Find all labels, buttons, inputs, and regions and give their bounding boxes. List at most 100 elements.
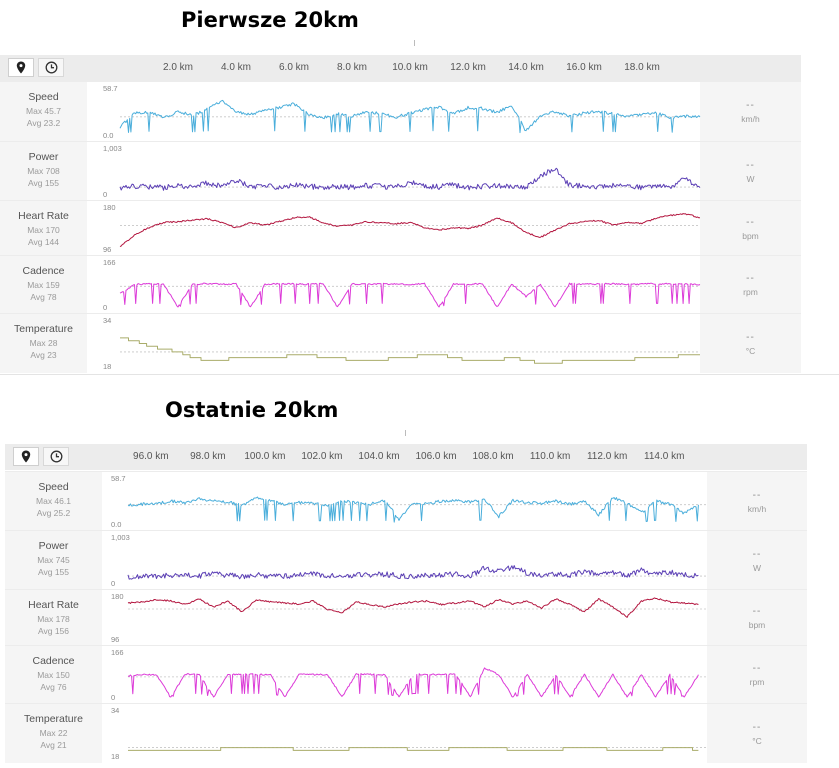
metric-label-panel: Heart Rate Max 178 Avg 156 [5,590,102,646]
workout-chart-panel: 96.0 km 98.0 km 100.0 km 102.0 km 104.0 km 10… [5,444,807,763]
metric-current-value: -- [746,159,755,171]
metric-current-value: -- [746,331,755,343]
metric-current-panel: -- bpm [700,201,801,256]
metric-plot[interactable] [127,472,707,531]
y-axis-min-label: 0 [111,579,116,588]
y-axis-min-label: 0 [103,303,108,312]
metric-plot[interactable] [119,256,701,314]
metric-plot[interactable] [128,704,707,763]
y-axis-min-label: 0.0 [103,131,114,140]
y-axis-max-label: 180 [103,203,116,212]
metric-max: Max 178 [37,614,70,624]
x-axis-tick-label: 14.0 km [508,62,544,73]
metric-label-panel: Power Max 745 Avg 155 [5,531,102,590]
chart-toolbar: 96.0 km 98.0 km 100.0 km 102.0 km 104.0 km 10… [5,444,807,470]
series-line-temperature [128,747,699,751]
workout-chart-panel: 2.0 km 4.0 km 6.0 km 8.0 km 10.0 km 12.0 km 14… [0,55,801,373]
x-axis-tick-label: 114.0 km [644,451,685,462]
metric-label-panel: Speed Max 46.1 Avg 25.2 [5,472,102,531]
metric-current-value: -- [752,489,762,501]
metric-plot[interactable] [119,201,700,256]
metric-current-panel: -- km/h [707,472,807,531]
metric-unit: °C [745,345,756,356]
metric-name: Speed [38,481,69,493]
metric-avg: Avg 76 [40,682,67,692]
time-mode-button[interactable] [38,58,64,77]
metric-plot[interactable] [120,314,700,373]
x-axis-tick-label: 102.0 km [301,451,343,462]
y-axis-max-label: 34 [103,316,112,325]
metric-plot[interactable] [127,646,707,704]
x-axis-tick-label: 4.0 km [220,62,252,73]
y-axis-min-label: 96 [103,245,112,254]
metric-current-panel: -- W [700,142,801,201]
metric-label-panel: Temperature Max 22 Avg 21 [5,704,102,763]
series-line-cadence [127,667,699,698]
metric-max: Max 708 [27,166,60,176]
metric-avg: Avg 25.2 [36,508,71,518]
metric-avg: Avg 156 [37,626,70,636]
y-axis-max-label: 166 [111,648,124,657]
metric-current-panel: -- bpm [707,590,807,646]
series-line-speed [119,99,701,134]
x-axis-tick-label: 12.0 km [450,62,486,73]
metric-plot[interactable] [127,531,707,590]
y-axis-max-label: 1,003 [111,533,130,542]
metric-current-panel: -- km/h [700,82,801,142]
metric-unit: km/h [747,503,767,514]
series-line-temperature [120,337,700,364]
metric-current-panel: -- rpm [707,646,807,704]
metric-label-panel: Temperature Max 28 Avg 23 [0,314,87,373]
metric-max: Max 22 [39,728,68,738]
y-axis-min-label: 0 [111,693,116,702]
y-axis-max-label: 58.7 [111,474,126,483]
time-mode-button[interactable] [43,447,69,466]
metric-name: Heart Rate [28,599,79,611]
metric-row-speed: Speed Max 46.1 Avg 25.2 58.7 0.0 -- km/h [5,471,807,531]
metric-current-panel: -- °C [707,704,807,763]
metric-row-cadence: Cadence Max 150 Avg 76 166 0 -- rpm [5,645,807,704]
x-axis-tick-label: 98.0 km [190,451,226,462]
metric-row-temperature: Temperature Max 28 Avg 23 34 18 -- °C [0,313,801,373]
metric-current-value: -- [746,273,755,284]
cursor-mark [405,430,406,436]
series-line-speed [127,496,699,523]
metric-plot[interactable] [127,590,707,646]
metric-max: Max 45.7 [26,106,61,116]
metric-name: Heart Rate [18,210,69,222]
metric-avg: Avg 144 [27,237,60,247]
x-axis-tick-label: 112.0 km [586,451,628,462]
metric-row-power: Power Max 708 Avg 155 1,003 0 -- W [0,141,801,201]
metric-label-panel: Cadence Max 150 Avg 76 [5,646,102,704]
metric-plot[interactable] [119,142,701,201]
series-line-heart-rate [127,597,699,618]
series-line-power [127,565,699,580]
x-axis-tick-label: 108.0 km [472,451,514,462]
x-axis-tick-label: 6.0 km [278,62,310,73]
metric-plot[interactable] [119,82,701,142]
chart-toolbar: 2.0 km 4.0 km 6.0 km 8.0 km 10.0 km 12.0 km 14… [0,55,801,81]
series-line-heart-rate [119,213,700,248]
metric-max: Max 170 [27,225,60,235]
metric-label-panel: Heart Rate Max 170 Avg 144 [0,201,87,256]
x-axis-tick-label: 2.0 km [162,62,194,73]
x-axis-tick-label: 110.0 km [529,451,571,462]
y-axis-max-label: 58.7 [103,84,118,93]
metric-avg: Avg 21 [40,740,67,750]
y-axis-max-label: 166 [103,258,116,267]
clock-icon [50,450,62,463]
cursor-mark [414,40,415,46]
x-axis-tick-label: 104.0 km [358,451,400,462]
metric-name: Cadence [22,265,65,277]
x-axis-tick-label: 96.0 km [133,451,169,462]
metric-current-value: -- [752,548,762,560]
distance-mode-button[interactable] [8,58,34,77]
x-axis-tick-label: 106.0 km [415,451,457,462]
y-axis-min-label: 18 [111,752,120,761]
x-axis-tick-label: 18.0 km [624,62,660,73]
metric-label-panel: Power Max 708 Avg 155 [0,142,87,201]
metric-unit: km/h [741,114,760,124]
metric-avg: Avg 155 [37,567,70,577]
map-pin-icon [21,450,31,463]
distance-mode-button[interactable] [13,447,39,466]
